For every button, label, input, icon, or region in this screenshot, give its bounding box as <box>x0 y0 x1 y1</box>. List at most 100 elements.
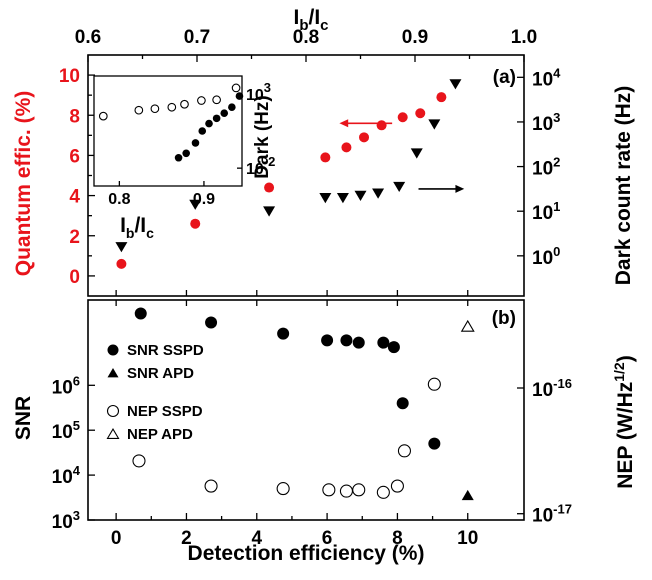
data-point <box>461 489 474 501</box>
nep-axis-title-part: 1/2 <box>611 362 627 382</box>
quantum-efficiency-point <box>264 182 275 193</box>
inset-point <box>174 153 183 162</box>
data-point <box>340 334 353 347</box>
inset-point <box>212 114 221 123</box>
dark-count-point <box>115 242 128 253</box>
inset-x-tick-label: 0.9 <box>193 191 215 208</box>
right-tick-label-part: 10 <box>532 203 553 224</box>
inset-y-tick-label: 103 <box>246 80 271 104</box>
legend-marker <box>106 404 120 418</box>
top-axis-title-part: /I <box>309 6 321 29</box>
legend: SNR SSPD SNR APD NEP SSPD NEP APD <box>106 342 204 443</box>
nep-axis-title-part: ) <box>614 355 637 362</box>
quantum-efficiency-point <box>415 108 426 119</box>
left-axis-title: Quantum effic. (%) <box>12 91 35 277</box>
top-axis-title: Ib/Ic <box>293 6 328 34</box>
right-axis-title: Dark count rate (Hz) <box>612 86 635 286</box>
top-tick-label: 0.8 <box>293 27 319 48</box>
inset-point <box>182 149 190 158</box>
x-tick-label: 8 <box>392 528 403 549</box>
dark-count-point <box>428 119 441 130</box>
data-point <box>387 341 400 354</box>
legend-marker <box>106 427 120 439</box>
panel-label-b: (b) <box>492 308 516 329</box>
inset-frame <box>93 75 243 187</box>
inset-x-tick-label: 0.8 <box>108 191 130 208</box>
left-tick-label: 2 <box>69 227 80 248</box>
data-point <box>427 377 441 391</box>
dark-count-point <box>189 199 202 210</box>
nep-axis-title-part: NEP (W/Hz <box>614 382 637 489</box>
panel-label-a: (a) <box>493 67 516 88</box>
top-axis-title-part: b <box>299 17 308 34</box>
data-point <box>377 336 390 349</box>
inset-point <box>197 96 206 105</box>
top-tick-label: 0.6 <box>75 27 101 48</box>
left-tick-label: 6 <box>69 146 80 167</box>
dark-count-point <box>336 193 349 204</box>
snr-tick-label-part: 10 <box>52 422 73 443</box>
data-point <box>322 483 336 497</box>
inset-x-title: Ib/Ic <box>120 214 154 241</box>
legend-marker <box>107 344 119 356</box>
legend-label: SNR APD <box>127 365 194 382</box>
dark-count-point <box>449 79 462 90</box>
right-tick-label-part: 10 <box>532 159 553 180</box>
inset-point <box>150 104 160 114</box>
inset-y-tick-label-part: 10 <box>246 161 264 178</box>
data-point <box>205 316 218 329</box>
dark-count-point <box>319 193 332 204</box>
snr-tick-label-part: 3 <box>73 508 80 523</box>
snr-tick-label: 105 <box>52 418 80 443</box>
quantum-efficiency-point <box>436 92 447 103</box>
inset-point <box>205 119 213 128</box>
top-tick-label: 0.7 <box>184 27 210 48</box>
x-tick-label: 6 <box>322 528 333 549</box>
inset-point <box>180 99 189 109</box>
nep-tick-label: 10-17 <box>532 502 572 527</box>
inset-point <box>228 103 236 112</box>
nep-tick-label: 10-16 <box>532 376 572 401</box>
snr-tick-label-part: 4 <box>73 463 81 478</box>
x-axis-title: Detection efficiency (%) <box>188 542 425 565</box>
left-tick-label: 10 <box>59 66 80 87</box>
top-tick-label: 0.9 <box>402 27 428 48</box>
data-point <box>460 319 475 332</box>
arrow-left-indicator <box>339 119 393 128</box>
snr-tick-label-part: 5 <box>73 418 80 433</box>
dark-count-point <box>410 148 423 159</box>
right-tick-label: 100 <box>532 244 560 269</box>
right-tick-label: 103 <box>532 110 560 135</box>
nep-tick-label-part: -17 <box>553 502 572 517</box>
arrow-right-indicator <box>418 184 465 193</box>
inset-point <box>167 102 177 112</box>
snr-tick-label: 104 <box>52 463 81 488</box>
series-triangle-down <box>115 79 462 253</box>
inset-x-title-part: I <box>120 214 126 237</box>
inset-y-tick-label-part: 10 <box>246 87 264 104</box>
dark-count-point <box>354 190 367 201</box>
dark-count-point <box>393 181 406 193</box>
snr-tick-label-part: 10 <box>52 467 73 488</box>
top-axis-title-part: I <box>293 6 299 29</box>
arrow-right-head <box>455 184 465 193</box>
data-point <box>390 479 404 493</box>
right-tick-label: 101 <box>532 199 560 224</box>
x-tick-label: 2 <box>181 528 192 549</box>
inset-x-title-part: /I <box>134 214 146 237</box>
inset-point <box>212 95 221 105</box>
series-circle-filled <box>134 307 441 450</box>
series-circle-open <box>132 377 441 499</box>
quantum-efficiency-point <box>116 258 127 269</box>
right-tick-label: 104 <box>532 65 561 90</box>
top-axis-title-part: c <box>320 17 328 34</box>
nep-tick-label-part: -16 <box>553 376 572 391</box>
inset-point <box>220 109 229 117</box>
data-point <box>352 336 365 349</box>
quantum-efficiency-point <box>376 120 387 131</box>
quantum-efficiency-point <box>359 132 370 143</box>
left-tick-label: 8 <box>69 106 80 127</box>
snr-tick-label-part: 10 <box>52 512 73 533</box>
inset-point <box>98 111 108 121</box>
